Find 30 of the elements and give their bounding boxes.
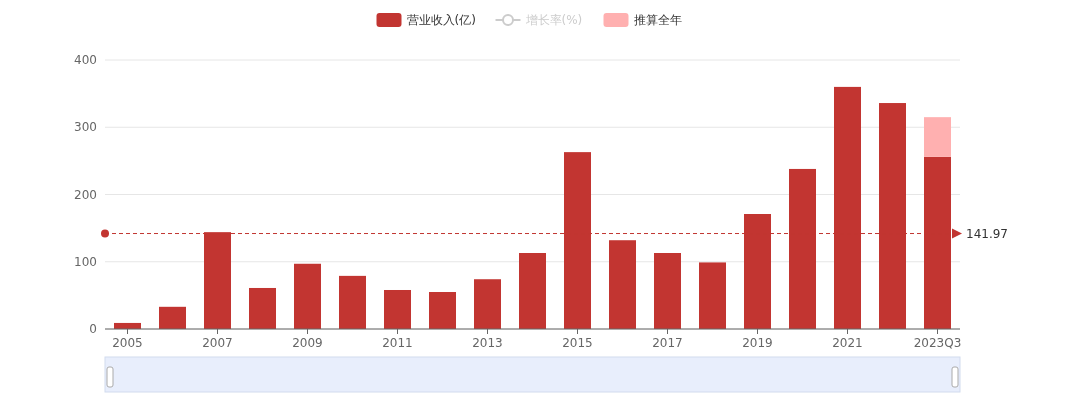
y-tick-label: 200 [74, 187, 97, 202]
y-tick-label: 400 [74, 53, 97, 68]
bar [339, 275, 366, 329]
y-tick-label: 0 [89, 322, 97, 337]
x-tick-label: 2023Q3 [913, 336, 962, 350]
bar [699, 262, 726, 329]
ref-line-label: 141.97 [966, 226, 1008, 241]
x-tick-label: 2011 [382, 336, 413, 350]
bar [159, 306, 186, 329]
x-tick-label: 2017 [652, 336, 683, 350]
bar [519, 253, 546, 329]
x-tick-label: 2009 [292, 336, 323, 350]
legend-label: 推算全年 [633, 13, 682, 28]
x-tick-label: 2007 [202, 336, 233, 350]
bar [294, 263, 321, 329]
bar [609, 240, 636, 329]
x-tick-label: 2021 [832, 336, 863, 350]
bar [384, 290, 411, 329]
x-tick-label: 2019 [742, 336, 773, 350]
bar [474, 279, 501, 329]
bar [249, 287, 276, 329]
legend-label: 营业收入(亿) [406, 13, 476, 28]
x-tick-label: 2013 [472, 336, 503, 350]
bar [654, 253, 681, 329]
y-tick-label: 100 [74, 254, 97, 269]
y-tick-label: 300 [74, 120, 97, 135]
bar [429, 292, 456, 329]
x-tick-label: 2015 [562, 336, 593, 350]
x-tick-label: 2005 [112, 336, 143, 350]
bar [924, 117, 951, 157]
